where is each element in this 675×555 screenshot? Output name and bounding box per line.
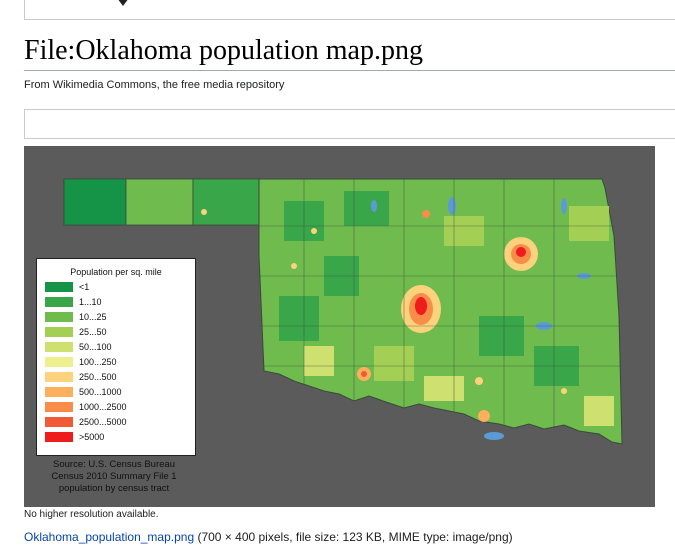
county-borders — [259, 179, 622, 428]
town-dot — [422, 210, 430, 218]
county-patch — [344, 191, 389, 226]
county-patch — [479, 316, 524, 356]
legend-label: 50...100 — [79, 342, 112, 352]
map-image[interactable]: Population per sq. mile <1 1...10 10...2… — [24, 146, 655, 507]
map-legend: Population per sq. mile <1 1...10 10...2… — [36, 258, 196, 456]
county-patch — [584, 396, 614, 426]
title-divider — [24, 70, 675, 71]
town-dot — [291, 263, 297, 269]
page-tagline: From Wikimedia Commons, the free media r… — [24, 79, 285, 91]
county-patch — [374, 346, 414, 381]
legend-label: 500...1000 — [79, 387, 122, 397]
legend-title: Population per sq. mile — [70, 267, 162, 277]
county-patch — [424, 376, 464, 401]
legend-label: 25...50 — [79, 327, 107, 337]
legend-swatch — [45, 312, 73, 322]
town-dot — [475, 377, 483, 385]
legend-swatch — [45, 417, 73, 427]
lake — [561, 198, 567, 214]
legend-swatch — [45, 432, 73, 442]
legend-label: 100...250 — [79, 357, 117, 367]
info-box — [24, 109, 675, 139]
county-patch — [279, 296, 319, 341]
beaver-county — [192, 178, 260, 226]
legend-label: <1 — [79, 282, 90, 292]
town-dot — [311, 228, 317, 234]
county-patch — [569, 206, 609, 241]
legend-label: 10...25 — [79, 312, 107, 322]
lake — [484, 432, 504, 440]
county-patch — [444, 216, 484, 246]
triangle-icon[interactable] — [117, 0, 129, 6]
legend-swatch — [45, 372, 73, 382]
lake — [448, 197, 456, 215]
file-info: Oklahoma_population_map.png (700 × 400 p… — [24, 530, 513, 544]
legend-swatch — [45, 357, 73, 367]
map-source-note: Source: U.S. Census Bureau Census 2010 S… — [26, 459, 202, 495]
page-title: File:Oklahoma population map.png — [24, 35, 423, 66]
legend-label: 1...10 — [79, 297, 102, 307]
legend-label: 2500...5000 — [79, 417, 127, 427]
legend-swatch — [45, 402, 73, 412]
town-dot — [561, 388, 567, 394]
legend-swatch — [45, 327, 73, 337]
source-line: Census 2010 Summary File 1 — [51, 471, 177, 482]
legend-swatch — [45, 282, 73, 292]
town-dot — [201, 209, 207, 215]
file-link[interactable]: Oklahoma_population_map.png — [24, 530, 195, 544]
okc-metro-core — [415, 297, 427, 315]
tulsa-metro-core — [516, 247, 526, 257]
top-box — [24, 0, 675, 20]
cimarron-county — [63, 178, 127, 226]
texas-county — [125, 178, 194, 226]
legend-swatch — [45, 387, 73, 397]
oklahoma-map — [63, 178, 623, 445]
legend-label: 1000...2500 — [79, 402, 127, 412]
town-dot — [478, 410, 490, 422]
file-details: (700 × 400 pixels, file size: 123 KB, MI… — [194, 530, 513, 544]
county-patch — [304, 346, 334, 376]
lawton-core — [361, 371, 367, 377]
legend-swatch — [45, 342, 73, 352]
legend-label: >5000 — [79, 432, 105, 442]
source-line: Source: U.S. Census Bureau — [53, 459, 175, 470]
resolution-note: No higher resolution available. — [24, 509, 159, 520]
source-line: population by census tract — [58, 483, 170, 494]
legend-label: 250...500 — [79, 372, 117, 382]
legend-swatch — [45, 297, 73, 307]
lake — [371, 200, 377, 212]
